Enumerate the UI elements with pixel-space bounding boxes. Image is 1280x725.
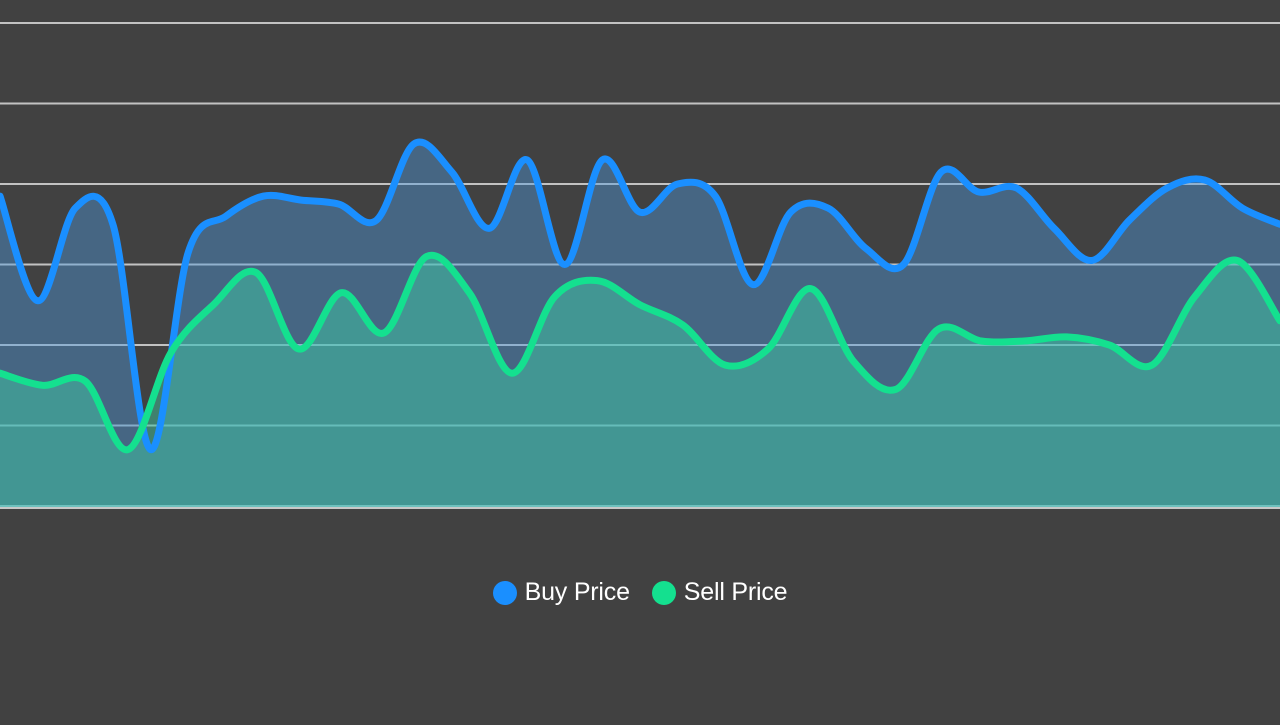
sell-price-area — [0, 255, 1280, 507]
legend-item-sell-price[interactable]: Sell Price — [651, 578, 788, 607]
gridlines — [0, 22, 1280, 509]
legend-label-buy-price: Buy Price — [524, 578, 630, 606]
buy-price-swatch-icon — [492, 580, 517, 605]
sell-price-line[interactable] — [0, 251, 1280, 454]
legend-item-buy-price[interactable]: Buy Price — [492, 578, 630, 607]
series-areas — [0, 142, 1280, 507]
chart-legend: Buy Price Sell Price — [0, 578, 1280, 607]
sell-price-swatch-icon — [651, 580, 676, 605]
buy-price-area — [0, 142, 1280, 507]
series-lines — [0, 138, 1280, 454]
legend-label-sell-price: Sell Price — [683, 578, 788, 606]
